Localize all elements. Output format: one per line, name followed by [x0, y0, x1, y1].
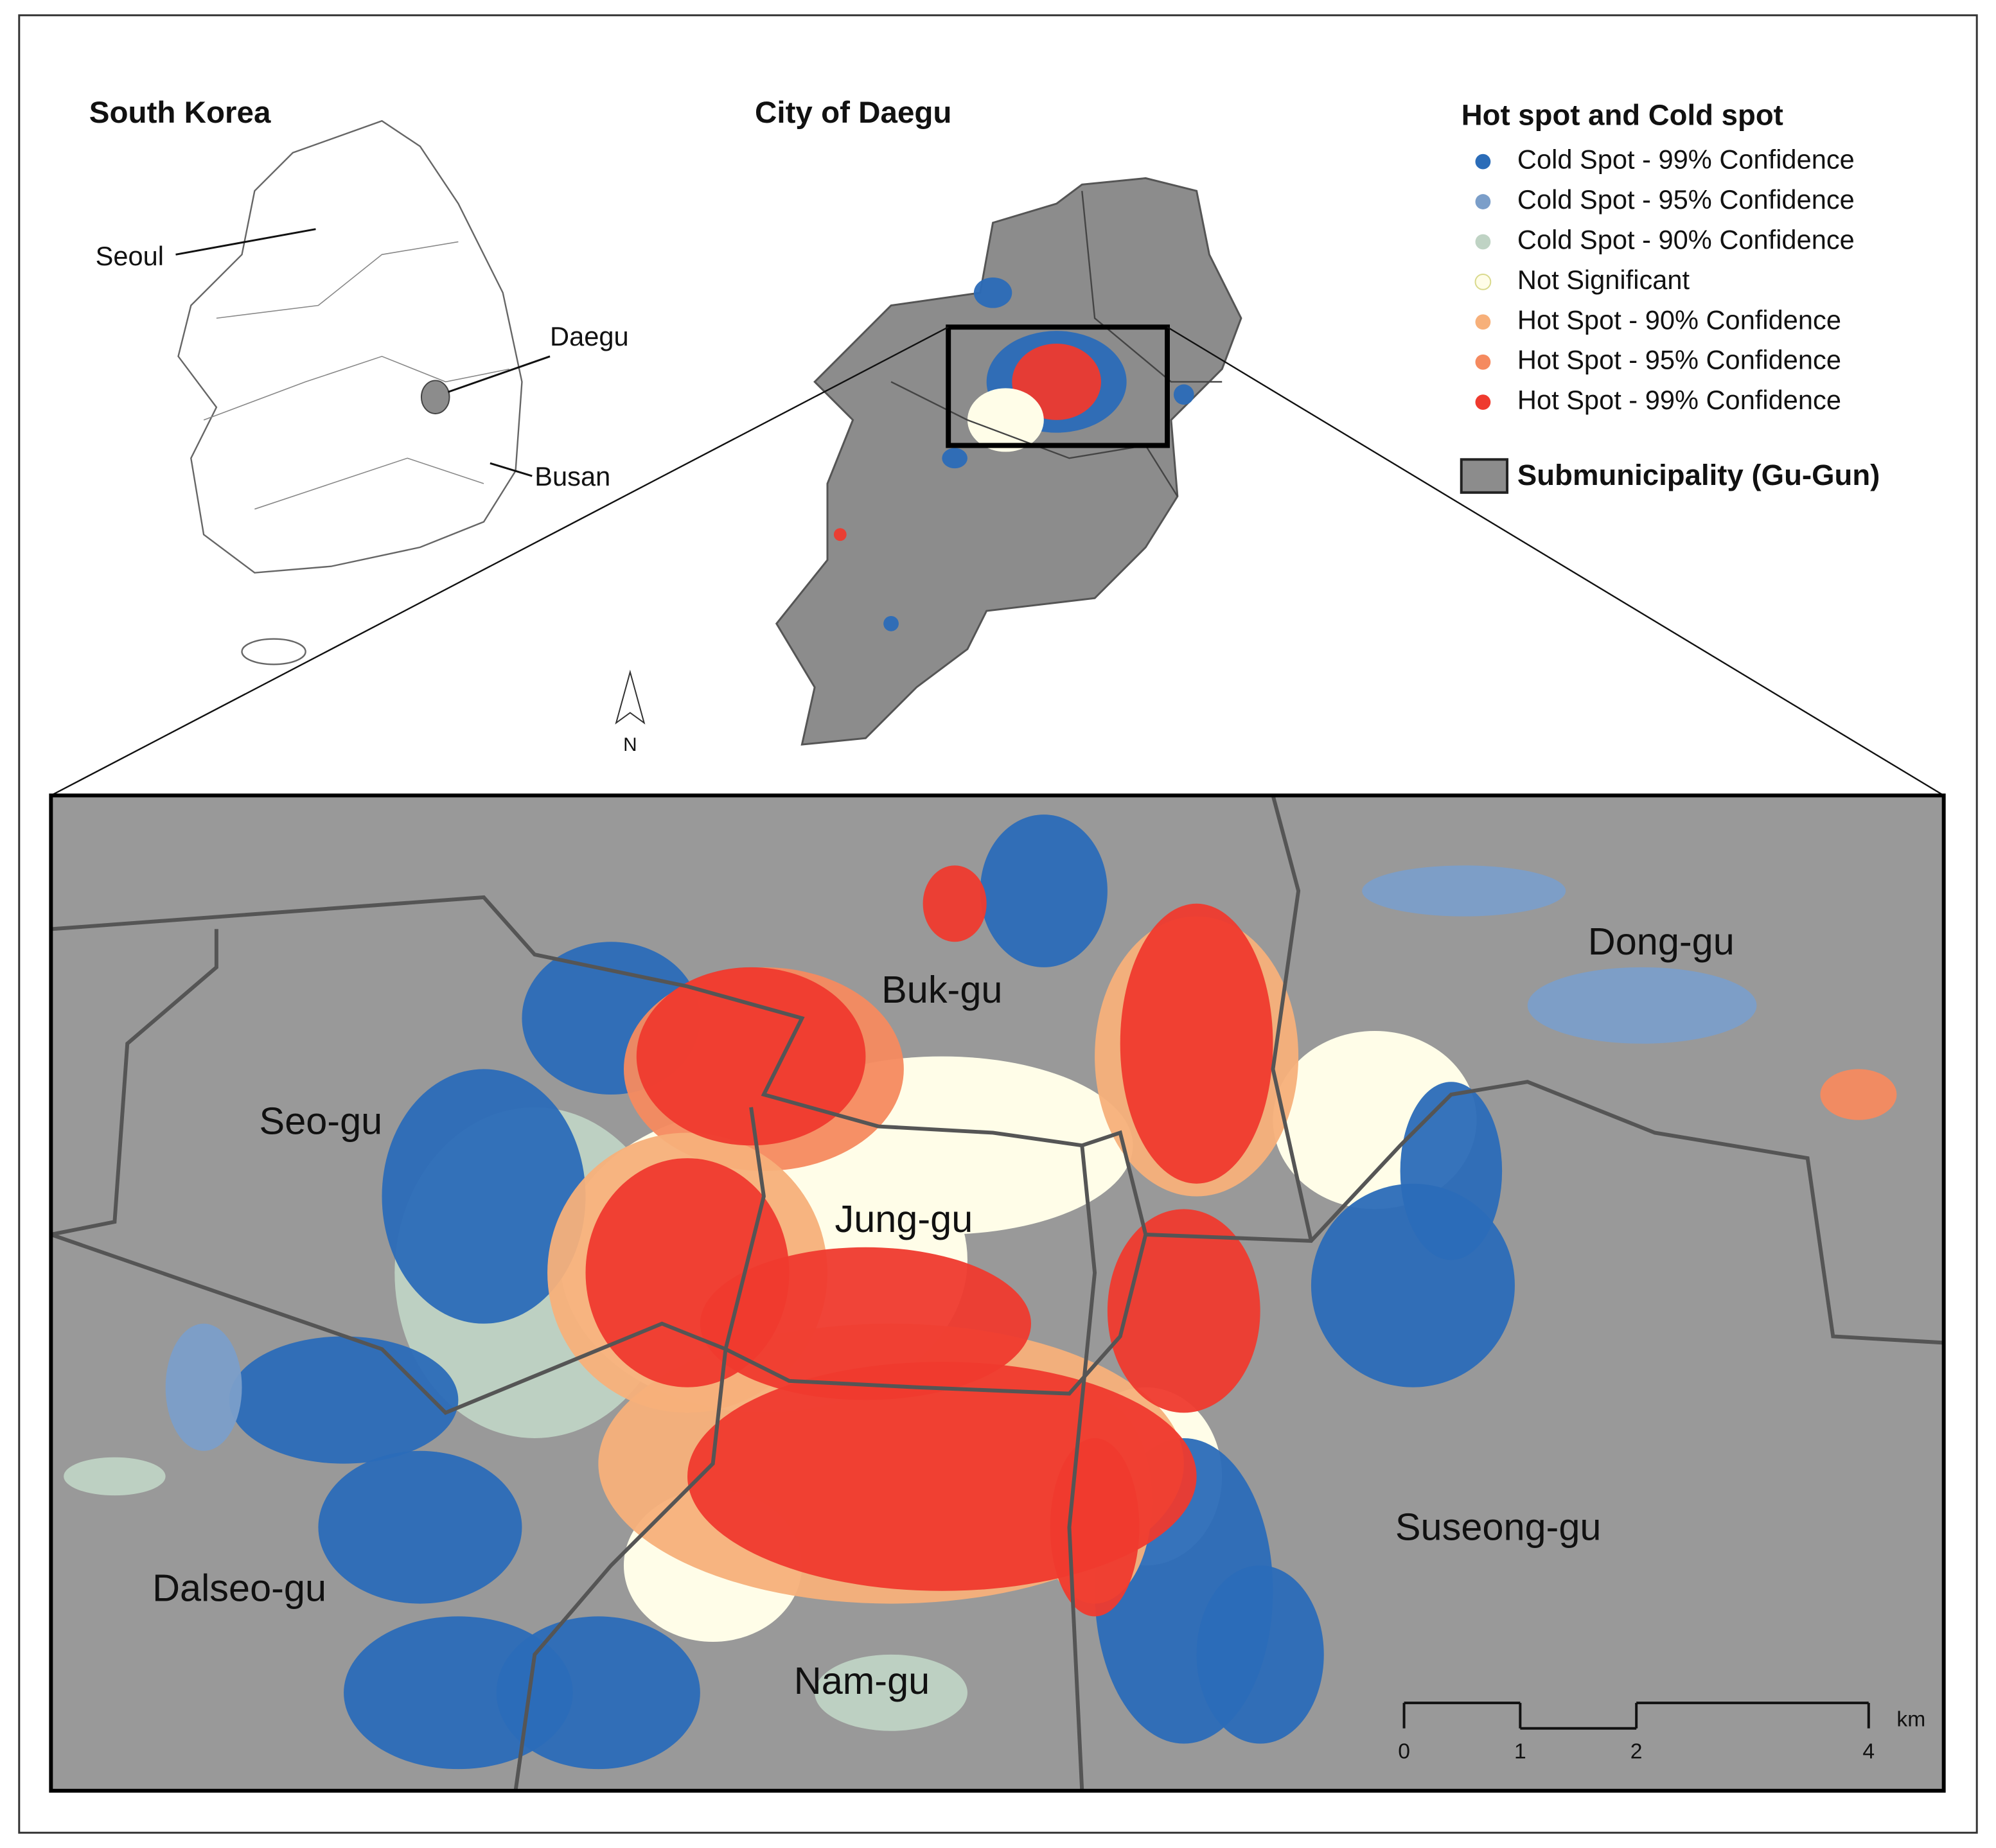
city-spot-layer — [833, 277, 1194, 631]
legend-swatch — [1475, 354, 1491, 370]
district-label: Buk-gu — [881, 968, 1002, 1011]
spot-area — [64, 1457, 166, 1496]
district-boundary — [723, 1107, 766, 1350]
zoom-line — [1167, 326, 1945, 796]
spot-area — [942, 448, 967, 469]
spot-area — [973, 277, 1012, 308]
spot-area — [382, 1069, 586, 1324]
district-label: Nam-gu — [794, 1659, 930, 1702]
scale-tick-label: 2 — [1630, 1739, 1643, 1763]
district-boundary — [1081, 191, 1223, 383]
legend-swatch — [1475, 154, 1491, 170]
legend-swatch — [1475, 194, 1491, 209]
legend-label: Cold Spot - 95% Confidence — [1517, 184, 1855, 215]
scale-tick-label: 0 — [1398, 1739, 1410, 1763]
leader-line — [490, 462, 533, 477]
leader-line — [175, 228, 316, 256]
korea-outline — [177, 119, 523, 574]
scale-tick-label: 1 — [1514, 1739, 1526, 1763]
legend-label: Cold Spot - 90% Confidence — [1517, 224, 1855, 254]
spot-area — [700, 1247, 1032, 1400]
spot-area — [1362, 865, 1566, 917]
legend-label: Hot Spot - 99% Confidence — [1517, 385, 1841, 415]
spot-area — [229, 1336, 459, 1464]
scale-tick-label: 4 — [1862, 1739, 1875, 1763]
spot-area — [1050, 1438, 1140, 1617]
district-label: Seo-gu — [260, 1099, 383, 1142]
legend-swatch — [1475, 394, 1491, 410]
legend-title: Hot spot and Cold spot — [1462, 98, 1783, 131]
leader-line — [448, 355, 551, 393]
spot-area — [833, 528, 847, 541]
panel-title: South Korea — [89, 96, 271, 130]
scale-unit: km — [1896, 1708, 1925, 1732]
inset-extent — [946, 324, 1170, 448]
spot-area — [967, 388, 1044, 452]
spot-area — [883, 616, 899, 631]
district-boundaries — [50, 795, 1944, 1791]
spot-area — [1120, 903, 1273, 1184]
district-boundary — [50, 929, 218, 1236]
district-boundary — [513, 1348, 728, 1791]
daegu-location — [420, 380, 450, 414]
legend-boundary-swatch — [1460, 458, 1509, 494]
legend-label: Cold Spot - 99% Confidence — [1517, 145, 1855, 175]
place-label: Seoul — [96, 241, 164, 271]
panel-title: City of Daegu — [755, 96, 951, 130]
legend-label: Hot Spot - 95% Confidence — [1517, 345, 1841, 375]
district-label: Suseong-gu — [1395, 1505, 1602, 1548]
spot-area — [1107, 1209, 1260, 1413]
district-boundary — [51, 895, 1944, 1345]
district-boundary — [890, 381, 1178, 497]
legend-swatch — [1475, 314, 1491, 330]
legend-swatch — [1474, 274, 1492, 290]
spot-area — [815, 1654, 967, 1731]
daegu-outline — [775, 177, 1242, 746]
district-label: Jung-gu — [835, 1197, 973, 1240]
legend-boundary-label: Submunicipality (Gu-Gun) — [1517, 459, 1880, 491]
spot-area — [1196, 1565, 1324, 1744]
spot-area — [165, 1323, 242, 1451]
legend-label: Hot Spot - 90% Confidence — [1517, 304, 1841, 335]
spot-area — [1400, 1082, 1503, 1260]
jeju-island — [241, 638, 306, 665]
legend-swatch — [1475, 234, 1491, 250]
north-label: N — [623, 734, 637, 755]
district-labels: Buk-gu Dong-gu Seo-gu Jung-gu Suseong-gu… — [152, 920, 1735, 1702]
spot-area — [636, 967, 866, 1146]
scale-bar: 0 1 2 4 — [1398, 1702, 1875, 1763]
inset-spot-layer — [64, 814, 1897, 1770]
north-arrow — [615, 669, 646, 725]
province-boundary — [254, 457, 484, 510]
province-boundary — [203, 355, 509, 421]
place-label: Busan — [534, 461, 610, 491]
spot-area — [496, 1616, 700, 1770]
spot-area — [1820, 1069, 1897, 1120]
legend: Cold Spot - 99% Confidence Cold Spot - 95… — [1474, 145, 1855, 415]
spot-area — [1527, 967, 1757, 1044]
zoom-line — [50, 326, 949, 796]
district-boundary — [1271, 795, 1313, 1242]
spot-area — [318, 1450, 522, 1604]
spot-area — [1173, 384, 1194, 405]
district-label: Dalseo-gu — [152, 1566, 326, 1609]
district-label: Dong-gu — [1588, 920, 1735, 963]
province-boundary — [216, 241, 459, 319]
district-boundary — [1067, 1145, 1097, 1791]
place-label: Daegu — [550, 321, 629, 351]
spot-area — [980, 814, 1108, 967]
inset-border — [49, 793, 1946, 1793]
district-boundary — [50, 1233, 1148, 1415]
legend-label: Not Significant — [1517, 265, 1690, 295]
spot-area — [923, 865, 987, 942]
